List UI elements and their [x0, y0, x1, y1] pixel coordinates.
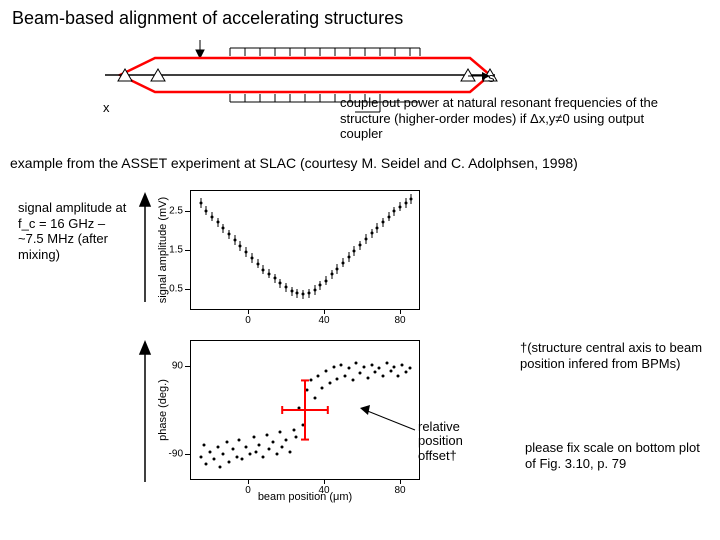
- axis-arrows-icon: [138, 192, 152, 492]
- offset-arrow-icon: [360, 405, 420, 435]
- example-caption: example from the ASSET experiment at SLA…: [10, 155, 578, 171]
- fix-scale-note: please fix scale on bottom plot of Fig. …: [525, 440, 710, 471]
- amplitude-ylabel: signal amplitude (mV): [157, 197, 169, 303]
- amplitude-chart: signal amplitude (mV) 0.51.52.504080: [190, 190, 420, 310]
- signal-description: signal amplitude at f_c = 16 GHz – ~7.5 …: [18, 200, 128, 262]
- s-arrow-icon: [468, 71, 490, 81]
- signal-description-text: signal amplitude at f_c = 16 GHz – ~7.5 …: [18, 200, 126, 262]
- footnote-text: †(structure central axis to beam positio…: [520, 340, 705, 371]
- coupler-description: couple out power at natural resonant fre…: [340, 95, 660, 142]
- phase-xlabel: beam position (μm): [258, 491, 352, 503]
- page-title: Beam-based alignment of accelerating str…: [12, 8, 403, 29]
- phase-ylabel: phase (deg.): [157, 379, 169, 441]
- relative-offset-label: relative position offset†: [418, 420, 498, 463]
- x-axis-label: x: [103, 100, 110, 115]
